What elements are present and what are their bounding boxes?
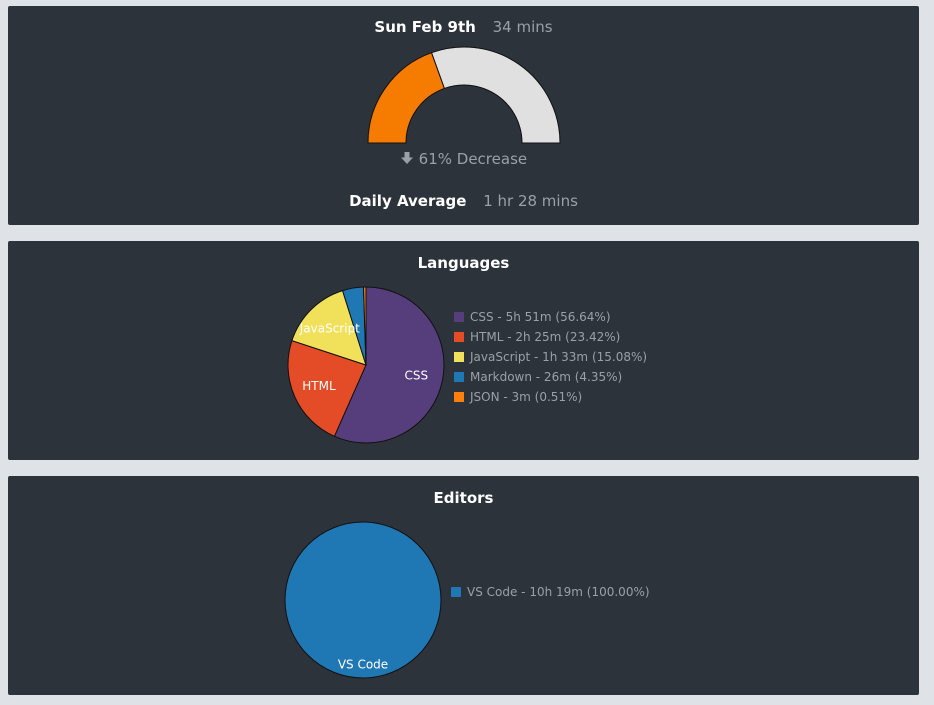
pie-label-javascript: JavaScript: [299, 321, 360, 335]
pie-label-html: HTML: [302, 379, 336, 393]
legend-swatch: [451, 587, 461, 597]
legend-label: VS Code - 10h 19m (100.00%): [467, 585, 650, 599]
legend-item-markdown: Markdown - 26m (4.35%): [454, 367, 647, 387]
legend-item-javascript: JavaScript - 1h 33m (15.08%): [454, 347, 647, 367]
today-total-time: 34 mins: [492, 18, 553, 36]
pie-slice-vs-code: [284, 521, 442, 679]
daily-average: Daily Average 1 hr 28 mins: [8, 192, 919, 210]
legend-swatch: [454, 332, 464, 342]
legend-item-html: HTML - 2h 25m (23.42%): [454, 327, 647, 347]
daily-average-value: 1 hr 28 mins: [483, 192, 578, 210]
languages-panel: Languages CSS HTML JavaScript CSS - 5h 51m…: [8, 241, 919, 460]
legend-label: HTML - 2h 25m (23.42%): [470, 330, 621, 344]
gauge-track: [430, 46, 561, 144]
today-summary-panel: Sun Feb 9th 34 mins 61% Decrease Daily A…: [8, 6, 919, 225]
pie-label-vs-code: VS Code: [338, 658, 388, 672]
arrow-down-icon: [400, 152, 413, 164]
today-header: Sun Feb 9th 34 mins: [8, 18, 919, 36]
daily-average-label: Daily Average: [349, 192, 467, 210]
pie-slice-css: [333, 286, 445, 444]
legend-swatch: [454, 352, 464, 362]
languages-title: Languages: [417, 254, 510, 272]
pie-slice-json: [362, 286, 367, 366]
legend-item-json: JSON - 3m (0.51%): [454, 387, 647, 407]
languages-pie-chart: CSS HTML JavaScript: [287, 286, 445, 444]
legend-label: CSS - 5h 51m (56.64%): [470, 310, 611, 324]
legend-label: JavaScript - 1h 33m (15.08%): [470, 350, 648, 364]
editors-panel: Editors VS Code VS Code - 10h 19m (100.0…: [8, 476, 919, 695]
legend-swatch: [454, 392, 464, 402]
legend-item-css: CSS - 5h 51m (56.64%): [454, 307, 647, 327]
gauge-fill: [367, 52, 445, 144]
legend-item-vscode: VS Code - 10h 19m (100.00%): [451, 582, 650, 602]
pie-label-css: CSS: [405, 369, 429, 383]
change-label: 61% Decrease: [418, 150, 528, 168]
daily-gauge: [367, 46, 561, 144]
languages-legend: CSS - 5h 51m (56.64%) HTML - 2h 25m (23.…: [454, 307, 647, 407]
legend-swatch: [454, 372, 464, 382]
legend-swatch: [454, 312, 464, 322]
legend-label: JSON - 3m (0.51%): [470, 390, 583, 404]
pie-slice-html: [287, 339, 367, 437]
editors-title: Editors: [433, 489, 494, 507]
legend-label: Markdown - 26m (4.35%): [470, 370, 623, 384]
editors-pie-chart: VS Code: [284, 521, 442, 679]
editors-legend: VS Code - 10h 19m (100.00%): [451, 582, 650, 602]
change-indicator: 61% Decrease: [8, 150, 919, 168]
pie-slice-javascript: [291, 289, 367, 366]
today-date: Sun Feb 9th: [374, 18, 476, 36]
